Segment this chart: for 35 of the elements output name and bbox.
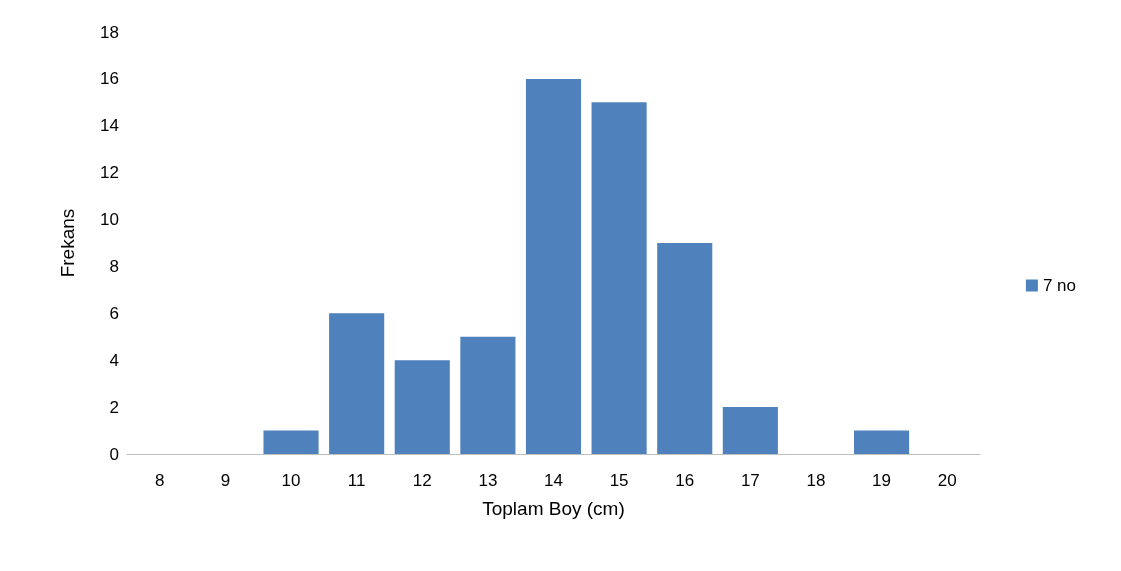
bar (657, 243, 713, 454)
bar (591, 102, 647, 454)
x-tick-label: 13 (478, 471, 498, 490)
bar (263, 430, 319, 454)
bar (854, 430, 910, 454)
x-tick-label: 18 (806, 471, 826, 490)
bar (722, 407, 778, 454)
x-tick-label: 20 (937, 471, 957, 490)
y-tick-label: 10 (100, 210, 119, 230)
x-tick-label: 14 (544, 471, 563, 490)
bar (394, 360, 450, 454)
x-tick-label: 11 (347, 471, 366, 490)
x-tick-label: 19 (872, 471, 892, 490)
bar (329, 313, 385, 454)
y-tick-label: 16 (100, 69, 119, 89)
x-tick-label: 15 (609, 471, 629, 490)
x-axis-title: Toplam Boy (cm) (482, 498, 625, 519)
y-tick-label: 4 (109, 350, 119, 370)
legend-label: 7 no (1042, 276, 1077, 295)
y-tick-label: 18 (100, 22, 119, 42)
bar (460, 336, 516, 454)
y-tick-label: 2 (109, 397, 119, 417)
x-tick-label: 10 (281, 471, 301, 490)
x-tick-label: 8 (155, 471, 165, 490)
y-axis-title: Frekans (57, 208, 78, 278)
x-tick-label: 16 (675, 471, 695, 490)
y-tick-label: 6 (109, 303, 119, 323)
y-tick-label: 0 (109, 444, 119, 464)
y-tick-label: 12 (100, 163, 119, 183)
y-tick-label: 14 (100, 116, 119, 136)
bar (525, 78, 582, 454)
x-tick-label: 9 (220, 471, 231, 490)
x-tick-label: 17 (740, 471, 760, 490)
y-tick-label: 8 (109, 256, 119, 276)
x-tick-label: 12 (412, 471, 432, 490)
